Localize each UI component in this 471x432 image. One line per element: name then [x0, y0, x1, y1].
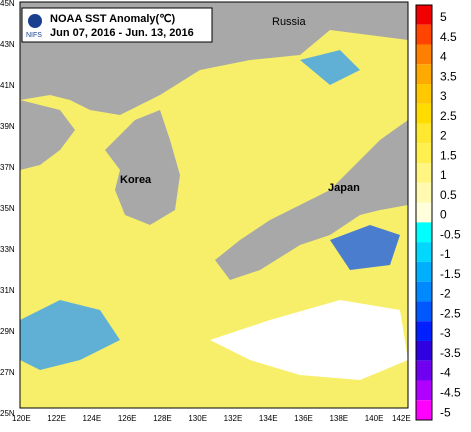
title: NOAA SST Anomaly(℃)	[50, 13, 176, 25]
colorbar-swatch	[416, 340, 432, 361]
latitude-label: 35N	[0, 204, 15, 213]
latitude-label: 41N	[0, 81, 15, 90]
colorbar-swatch	[416, 84, 432, 104]
cold-patch	[20, 300, 120, 370]
colorbar-label: -3.5	[440, 346, 461, 360]
longitude-label: 128E	[153, 414, 172, 423]
longitude-label: 142E	[392, 414, 411, 423]
latitude-label: 33N	[0, 245, 15, 254]
colorbar-swatch	[416, 163, 432, 183]
land-china	[20, 100, 75, 170]
colorbar-swatch	[416, 301, 432, 322]
colorbar-label: 0	[440, 208, 447, 222]
colorbar-label: 2	[440, 129, 447, 143]
colorbar-label: -4.5	[440, 385, 461, 399]
latitude-label: 27N	[0, 368, 15, 377]
colorbar-label: 1.5	[440, 148, 457, 162]
colorbar-label: -1.5	[440, 267, 461, 281]
colorbar-swatch	[416, 24, 432, 45]
land-japan	[215, 120, 408, 280]
longitude-label: 130E	[188, 414, 207, 423]
colorbar-swatch	[416, 360, 432, 381]
colorbar-swatch	[416, 202, 432, 223]
map: Russia Korea Japan	[19, 1, 409, 409]
colorbar-label: 3.5	[440, 69, 457, 83]
colorbar-label: 0.5	[440, 188, 457, 202]
colorbar-label: 4.5	[440, 30, 457, 44]
agency: NIFS	[26, 32, 42, 39]
place-label: Russia	[272, 16, 307, 28]
land-korea	[105, 110, 180, 225]
colorbar-label: -0.5	[440, 227, 461, 241]
colorbar-label: 4	[440, 50, 447, 64]
colorbar-swatch	[416, 400, 432, 420]
latitude-label: 25N	[0, 409, 15, 418]
latitude-label: 37N	[0, 163, 15, 172]
map-frame	[19, 1, 409, 409]
colorbar-label: -4	[440, 366, 451, 380]
colorbar-swatch	[416, 103, 432, 124]
colorbar-label: -1	[440, 247, 451, 261]
longitude-label: 140E	[365, 414, 384, 423]
colorbar-frame	[415, 4, 433, 421]
colorbar-swatch	[416, 321, 432, 341]
longitude-label: 134E	[259, 414, 278, 423]
colorbar-swatch	[416, 281, 432, 302]
longitude-label: 136E	[294, 414, 313, 423]
longitude-label: 132E	[224, 414, 243, 423]
latitude-label: 31N	[0, 286, 15, 295]
colorbar-label: -2	[440, 287, 451, 301]
no-data	[210, 300, 408, 380]
colorbar-label: 1	[440, 168, 447, 182]
longitude-label: 124E	[83, 414, 102, 423]
colorbar-label: 3	[440, 89, 447, 103]
colorbar-swatch	[416, 222, 432, 243]
colorbar-swatch	[416, 261, 432, 282]
latitude-label: 29N	[0, 327, 15, 336]
colorbar-swatch	[416, 242, 432, 262]
latitude-label: 43N	[0, 40, 15, 49]
colorbar-swatch	[416, 44, 432, 65]
logo	[28, 14, 42, 28]
longitude-label: 126E	[118, 414, 137, 423]
colorbar-label: -3	[440, 326, 451, 340]
colorbar-swatch	[416, 5, 432, 25]
latitude-label: 39N	[0, 122, 15, 131]
longitude-label: 120E	[12, 414, 31, 423]
longitude-label: 122E	[47, 414, 66, 423]
latitude-label: 45N	[0, 0, 15, 8]
colorbar-swatch	[416, 182, 432, 203]
place-label: Korea	[120, 174, 152, 186]
title-box: NIFS NOAA SST Anomaly(℃) Jun 07, 2016 - …	[21, 7, 213, 43]
colorbar-swatch	[416, 123, 432, 144]
title-background	[21, 7, 213, 43]
colorbar-swatch	[416, 380, 432, 401]
longitude-label: 138E	[329, 414, 348, 423]
colorbar-label: -2.5	[440, 306, 461, 320]
colorbar-label: 2.5	[440, 109, 457, 123]
place-label: Japan	[328, 182, 360, 194]
colorbar: 5 4.5 4 3.5 3 2.5 2 1.5 1 0.5 0 -0.5 -1 -1.5 -2 -2.5 -3 -…	[415, 4, 461, 421]
colorbar-label: 5	[440, 10, 447, 24]
colorbar-swatch	[416, 143, 432, 164]
cold-patch	[330, 225, 400, 270]
colorbar-swatch	[416, 64, 432, 85]
colorbar-label: -5	[440, 405, 451, 419]
period: Jun 07, 2016 - Jun. 13, 2016	[50, 27, 194, 39]
cold-patch	[300, 50, 360, 85]
